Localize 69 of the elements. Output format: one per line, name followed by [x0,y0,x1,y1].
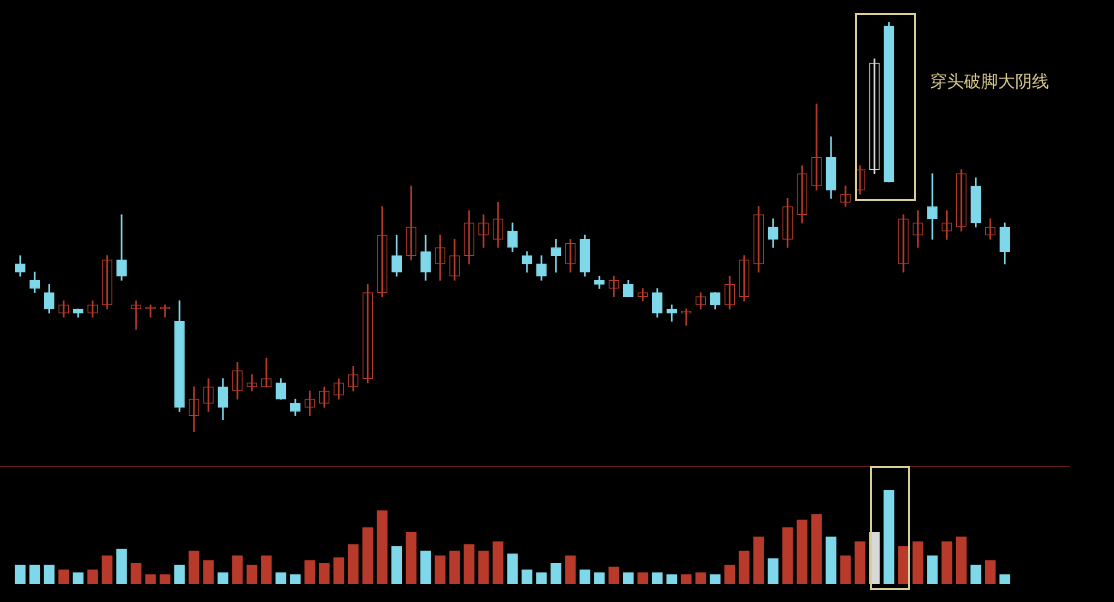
bar [984,560,996,584]
bar [29,564,41,584]
bar [623,572,634,584]
bar [999,574,1011,584]
bar [825,536,837,584]
bar [43,564,55,584]
bar [246,564,258,584]
bar [159,574,171,584]
bar [290,574,301,584]
bar [507,553,518,584]
bar [420,550,431,584]
bar [145,574,156,584]
bar [434,555,446,584]
bar [203,560,214,584]
bar [912,541,924,584]
bar [318,562,330,584]
bar [101,555,113,584]
bar [651,572,663,584]
bar [492,541,504,584]
bar [956,536,967,584]
bar [304,560,316,584]
bar [261,555,272,584]
bar [970,564,982,584]
bar [898,546,909,584]
bar [347,544,359,584]
bar [536,572,547,584]
bar [709,574,721,584]
bar [58,569,69,584]
bar [840,555,851,584]
bar [362,527,374,584]
bar [738,550,750,584]
bar [478,550,489,584]
annotation: 穿头破脚大阴线 [930,70,1049,93]
bar [72,572,84,584]
bar [782,527,793,584]
bar [927,555,938,584]
bar [521,569,533,584]
bar [275,572,287,584]
bar [796,519,808,584]
bar [217,572,229,584]
bar [116,548,127,584]
bar [854,541,866,584]
bar [405,531,417,584]
bar [391,546,402,584]
bar [463,544,475,584]
bar [941,541,953,584]
bar [174,564,185,584]
bar [579,569,591,584]
bar [680,574,692,584]
bar [608,566,620,584]
bar [811,514,822,584]
bar [883,490,895,584]
bar [449,550,460,584]
bar [767,558,779,584]
bar [130,562,142,584]
bar [14,564,26,584]
bar [333,557,345,584]
bar [594,572,605,584]
bar [666,574,678,584]
bar [753,536,764,584]
bar [188,550,200,584]
bar [376,510,388,584]
bar [695,572,707,584]
bar [232,555,243,584]
bar [637,572,649,584]
bar [565,555,576,584]
bar [87,569,98,584]
bar [550,562,562,584]
bar [724,564,735,584]
